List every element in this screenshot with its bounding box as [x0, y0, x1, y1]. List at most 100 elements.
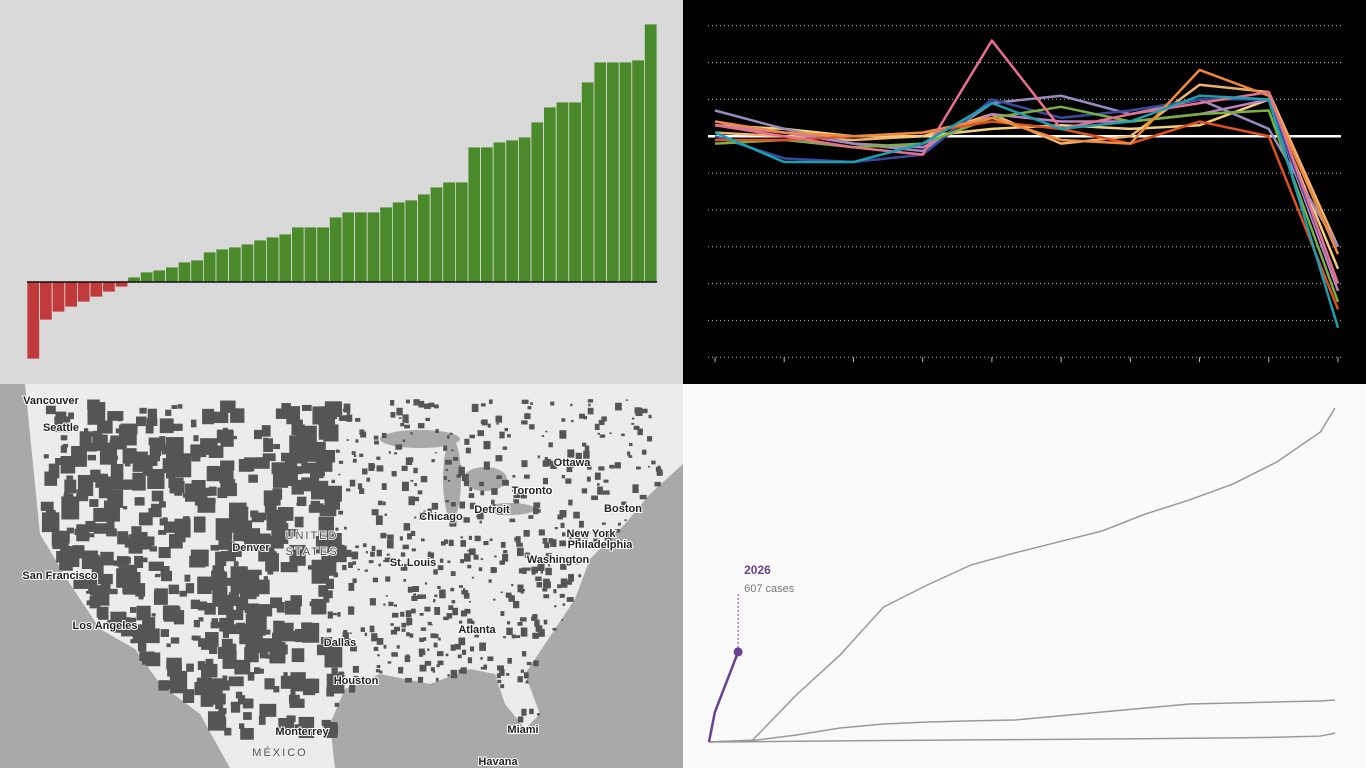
county-patch [326, 687, 335, 697]
county-patch [372, 577, 379, 583]
county-patch [81, 550, 98, 570]
county-patch [412, 585, 419, 592]
county-patch [198, 617, 204, 622]
county-patch [369, 625, 375, 633]
county-patch [365, 551, 368, 554]
county-patch [83, 428, 89, 434]
county-patch [332, 653, 340, 660]
county-patch [587, 399, 594, 403]
county-patch [107, 411, 124, 421]
county-patch [347, 638, 351, 641]
county-patch [210, 687, 223, 704]
county-patch [168, 584, 180, 595]
county-patch [371, 509, 379, 516]
county-patch [579, 544, 584, 548]
county-patch [516, 547, 524, 557]
county-patch [405, 399, 410, 404]
county-patch [450, 571, 456, 577]
county-patch [458, 637, 466, 646]
map-label: STATES [285, 546, 338, 558]
county-patch [376, 456, 381, 460]
county-patch [147, 408, 157, 422]
county-patch [390, 623, 394, 626]
county-patch [391, 471, 397, 477]
county-patch [255, 668, 264, 674]
county-patch [550, 460, 557, 469]
county-patch [567, 449, 575, 458]
map-label: Havana [478, 756, 518, 768]
county-patch [457, 654, 462, 659]
county-patch [550, 401, 555, 406]
map-label: Detroit [474, 504, 510, 516]
county-patch [158, 546, 171, 559]
county-patch [243, 712, 252, 720]
county-patch [130, 639, 138, 644]
map-label: Washington [527, 554, 590, 566]
county-patch [117, 531, 129, 545]
county-patch [469, 487, 473, 492]
county-patch [110, 435, 124, 450]
county-patch [647, 436, 653, 442]
bar [102, 281, 116, 293]
county-patch [364, 632, 368, 637]
county-patch [417, 423, 425, 429]
county-patch [280, 644, 288, 655]
bar [480, 146, 494, 283]
county-patch [110, 463, 124, 478]
county-patch [91, 561, 104, 577]
county-patch [593, 538, 600, 546]
county-patch [321, 719, 331, 726]
county-patch [413, 467, 418, 474]
county-patch [273, 620, 285, 634]
county-patch [352, 561, 357, 565]
county-patch [480, 666, 485, 670]
county-patch [581, 488, 588, 494]
county-patch [621, 433, 625, 437]
county-patch [401, 628, 406, 632]
county-patch [142, 617, 156, 633]
county-patch [460, 540, 466, 547]
bar [618, 61, 633, 283]
county-patch [123, 577, 136, 591]
county-patch [435, 677, 439, 682]
county-patch [534, 619, 540, 625]
county-patch [420, 475, 428, 483]
county-patch [352, 458, 357, 463]
county-patch [294, 516, 304, 528]
county-patch [321, 555, 337, 576]
county-patch [54, 416, 71, 433]
bar [593, 61, 608, 283]
county-patch [314, 602, 327, 615]
county-patch [480, 403, 486, 407]
county-patch [566, 580, 573, 585]
county-patch [463, 517, 470, 523]
county-patch [587, 407, 594, 415]
county-patch [351, 551, 359, 560]
county-patch [371, 545, 376, 552]
panel-bg [683, 384, 1366, 768]
county-patch [378, 563, 381, 567]
county-patch [264, 678, 275, 690]
county-patch [402, 544, 409, 550]
county-patch [464, 608, 471, 614]
county-patch [129, 571, 141, 588]
county-patch [131, 526, 142, 535]
county-patch [112, 509, 118, 517]
county-patch [94, 437, 100, 443]
county-patch [151, 613, 156, 617]
county-patch [381, 483, 387, 490]
county-patch [502, 479, 509, 486]
county-patch [324, 401, 342, 417]
county-patch [339, 554, 346, 561]
county-patch [537, 455, 541, 459]
county-patch [544, 457, 548, 462]
county-patch [338, 510, 344, 515]
county-patch [427, 552, 434, 559]
county-patch [526, 661, 532, 666]
county-patch [545, 430, 548, 433]
county-patch [161, 447, 170, 455]
county-patch [443, 445, 448, 451]
county-patch [471, 403, 479, 413]
county-patch [55, 457, 62, 466]
county-patch [40, 501, 54, 511]
